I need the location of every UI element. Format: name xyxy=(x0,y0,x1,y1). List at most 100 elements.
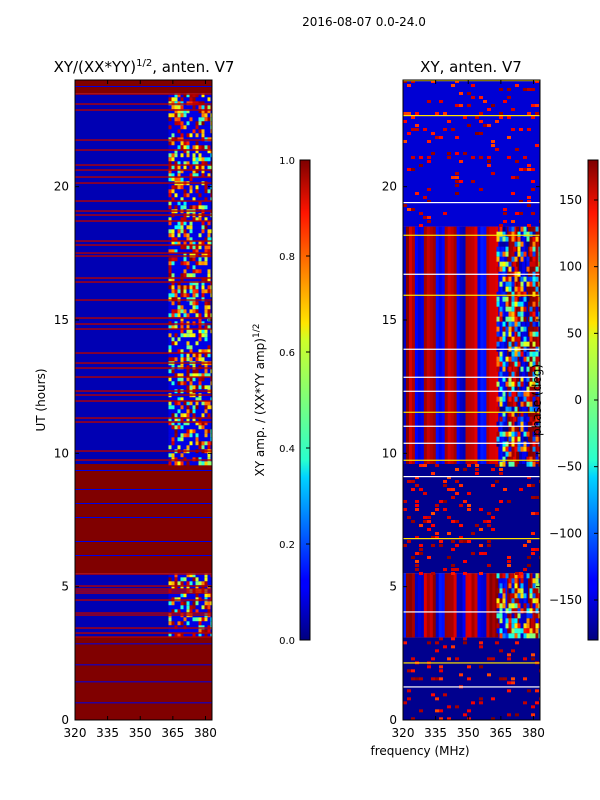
heat-cell xyxy=(415,536,419,539)
heat-cell xyxy=(183,313,187,318)
heat-cell xyxy=(427,520,431,523)
heat-cell xyxy=(189,433,193,438)
heat-cell xyxy=(502,241,506,247)
heat-cell xyxy=(204,229,208,234)
heat-cell xyxy=(508,366,512,372)
heat-cell xyxy=(431,693,435,697)
heat-cell xyxy=(201,221,205,226)
heat-cell xyxy=(171,233,175,238)
heat-cell xyxy=(204,313,208,318)
heat-cell xyxy=(496,336,500,342)
heat-cell xyxy=(204,401,208,406)
heat-cell xyxy=(514,256,518,262)
heat-cell xyxy=(204,581,208,586)
heat-cell xyxy=(198,281,202,286)
heat-cell xyxy=(496,603,500,609)
heat-cell xyxy=(174,205,178,210)
heat-cell xyxy=(520,426,524,432)
heat-cell xyxy=(195,249,199,254)
heat-cell xyxy=(443,112,447,115)
heat-cell xyxy=(201,217,205,222)
heat-line xyxy=(403,476,540,478)
heat-cell xyxy=(192,441,196,446)
heat-cell xyxy=(523,657,527,661)
heat-cell xyxy=(535,421,539,427)
heat-cell xyxy=(459,92,463,95)
heat-cell xyxy=(531,713,535,717)
heat-cell xyxy=(204,121,208,126)
heat-cell xyxy=(487,540,491,543)
heat-cell xyxy=(527,224,531,227)
heat-cell xyxy=(496,381,500,387)
heat-cell xyxy=(427,220,431,223)
heat-cell xyxy=(180,289,184,294)
heat-cell xyxy=(171,97,175,102)
heat-cell xyxy=(171,377,175,382)
heat-cell xyxy=(431,512,435,515)
heat-cell xyxy=(168,217,172,222)
heat-cell xyxy=(407,480,411,483)
heat-cell xyxy=(168,189,172,194)
right-plot-frame xyxy=(402,79,541,721)
heat-cell xyxy=(455,152,459,155)
heat-cell xyxy=(505,573,509,579)
heat-cell xyxy=(487,657,491,661)
heat-cell xyxy=(183,285,187,290)
heat-line xyxy=(403,425,540,427)
heat-cell xyxy=(419,677,423,681)
heat-cell xyxy=(517,391,521,397)
heat-cell xyxy=(511,598,515,604)
heat-cell xyxy=(508,431,512,437)
heat-cell xyxy=(496,421,500,427)
heat-cell xyxy=(198,141,202,146)
heat-cell xyxy=(532,376,536,382)
heat-cell xyxy=(192,165,196,170)
heat-cell xyxy=(180,269,184,274)
heat-cell xyxy=(177,217,181,222)
heat-cell xyxy=(198,245,202,250)
heat-cell xyxy=(517,241,521,247)
heat-cell xyxy=(195,585,199,590)
heat-cell xyxy=(508,578,512,584)
heat-cell xyxy=(189,385,193,390)
right-colorbar xyxy=(588,160,598,640)
heat-cell xyxy=(210,293,212,298)
heat-cell xyxy=(186,281,190,286)
heat-cell xyxy=(186,581,190,586)
heat-cell xyxy=(538,613,540,619)
heat-cell xyxy=(201,629,205,634)
heat-cell xyxy=(499,316,503,322)
heat-cell xyxy=(529,416,533,422)
heat-line xyxy=(75,220,212,222)
heat-cell xyxy=(183,397,187,402)
heat-cell xyxy=(455,80,459,83)
heat-cell xyxy=(201,121,205,126)
heat-cell xyxy=(495,480,499,483)
heat-cell xyxy=(431,677,435,681)
heat-cell xyxy=(177,417,181,422)
heat-cell xyxy=(168,605,172,610)
x-tick-label: 320 xyxy=(392,726,415,740)
heat-cell xyxy=(177,617,181,622)
heat-cell xyxy=(192,421,196,426)
heat-cell xyxy=(186,97,190,102)
heat-cell xyxy=(204,445,208,450)
heat-cell xyxy=(171,317,175,322)
heat-cell xyxy=(210,373,212,378)
heat-stripe xyxy=(447,573,451,638)
heat-cell xyxy=(499,236,503,242)
heat-cell xyxy=(183,121,187,126)
heat-cell xyxy=(198,125,202,130)
heat-stripe xyxy=(411,226,416,464)
heat-cell xyxy=(192,245,196,250)
heat-cell xyxy=(499,116,503,119)
heat-cell xyxy=(496,246,500,252)
heat-cell xyxy=(198,165,202,170)
heat-cell xyxy=(183,205,187,210)
heat-cell xyxy=(183,369,187,374)
heat-cell xyxy=(499,311,503,317)
heat-cell xyxy=(195,273,199,278)
heat-cell xyxy=(529,461,533,467)
heat-cell xyxy=(502,366,506,372)
heat-cell xyxy=(204,249,208,254)
